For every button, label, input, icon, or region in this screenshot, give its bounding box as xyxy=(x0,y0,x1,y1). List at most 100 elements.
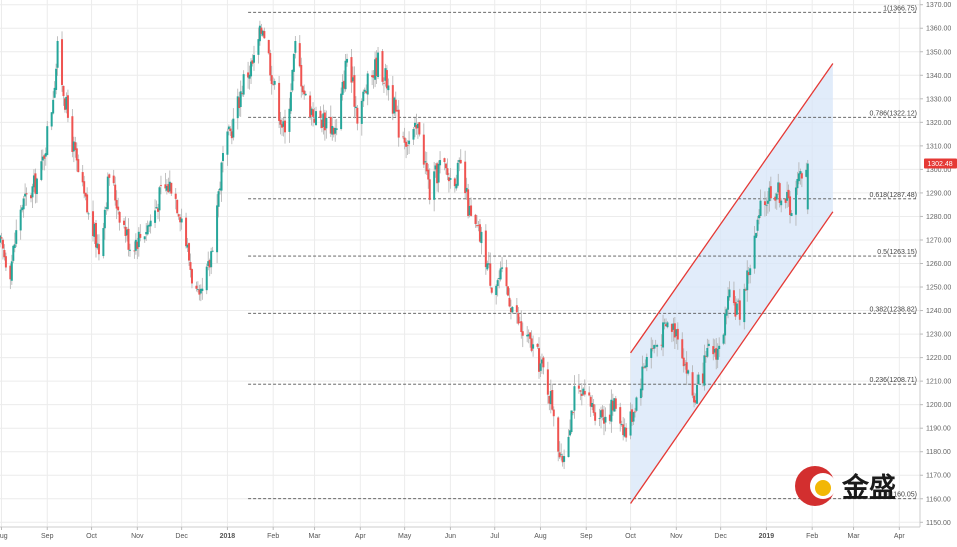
candle-body xyxy=(732,290,735,304)
candle-body xyxy=(434,165,437,170)
candle-body xyxy=(211,250,214,252)
candle-body xyxy=(464,161,467,194)
candle-body xyxy=(366,73,369,95)
candle-body xyxy=(257,39,260,55)
candle-body xyxy=(542,357,545,368)
candle-body xyxy=(654,345,657,347)
candle-body xyxy=(238,97,241,109)
candle-body xyxy=(334,127,337,134)
x-tick-label: Apr xyxy=(894,533,906,540)
candle-body xyxy=(538,348,541,372)
candle-body xyxy=(777,182,780,193)
candle-body xyxy=(354,106,357,109)
candle-body xyxy=(118,211,121,223)
candle-body xyxy=(63,98,66,110)
candle-body xyxy=(61,39,64,85)
candle-body xyxy=(320,119,323,128)
candle-body xyxy=(343,80,346,89)
candle-body xyxy=(573,386,576,411)
channel-fill xyxy=(630,63,833,504)
candle-body xyxy=(157,208,160,212)
candle-body xyxy=(474,214,477,224)
candle-body xyxy=(391,85,394,114)
candle-body xyxy=(625,427,628,438)
candle-body xyxy=(738,300,741,320)
candle-body xyxy=(105,207,108,209)
candle-body xyxy=(794,187,797,215)
x-tick-label: Aug xyxy=(534,533,547,540)
y-tick-label: 1290.00 xyxy=(926,190,951,197)
fib-level-label: 0.236(1208.71) xyxy=(870,377,917,384)
candle-body xyxy=(72,141,75,152)
candle-body xyxy=(313,118,316,123)
candle-body xyxy=(43,155,46,159)
candle-body xyxy=(261,30,264,36)
candle-body xyxy=(478,224,481,242)
candle-body xyxy=(248,74,251,79)
candle-body xyxy=(199,288,202,294)
candle-body xyxy=(298,43,301,67)
candle-body xyxy=(787,189,790,199)
candle-body xyxy=(666,322,669,328)
candle-body xyxy=(371,75,374,78)
candle-body xyxy=(713,348,716,353)
candle-body xyxy=(117,206,120,211)
candle-body xyxy=(413,122,416,127)
candle-body xyxy=(582,388,585,395)
candle-body xyxy=(763,201,766,206)
last-price-tag-background xyxy=(924,158,957,169)
candle-body xyxy=(706,347,709,357)
candle-body xyxy=(346,58,349,63)
candle-body xyxy=(282,121,285,127)
candle-body xyxy=(639,388,642,399)
candle-body xyxy=(170,182,173,194)
x-tick-label: Apr xyxy=(355,533,367,540)
fib-level-label: 0.5(1263.15) xyxy=(877,249,917,256)
candle-body xyxy=(32,175,35,188)
candle-body xyxy=(393,97,396,114)
candle-body xyxy=(208,260,211,268)
candle-body xyxy=(800,173,803,179)
candle-body xyxy=(242,74,245,95)
candle-body xyxy=(93,223,96,237)
candle-body xyxy=(241,93,244,94)
candle-body xyxy=(715,348,718,360)
candle-body xyxy=(746,270,749,291)
candle-body xyxy=(546,369,549,395)
fibonacci-levels xyxy=(248,11,918,500)
candle-body xyxy=(103,209,106,229)
candle-body xyxy=(747,272,750,276)
candle-body xyxy=(459,159,462,164)
candle-body xyxy=(571,412,574,414)
candle-body xyxy=(570,410,573,433)
candle-body xyxy=(136,241,139,249)
candle-body xyxy=(221,153,224,162)
candle-body xyxy=(167,184,170,193)
fib-level-label: 0.786(1322.12) xyxy=(870,110,917,117)
y-tick-label: 1330.00 xyxy=(926,96,951,103)
candle-body xyxy=(41,156,44,161)
x-tick-label: Aug xyxy=(0,533,8,540)
candle-body xyxy=(195,285,198,289)
candle-body xyxy=(600,410,603,418)
candle-body xyxy=(185,217,188,247)
y-tick-label: 1190.00 xyxy=(926,426,951,433)
candle-body xyxy=(106,176,109,210)
y-axis: 1150.00 1160.00 1170.00 1180.00 1190.00 1200.… xyxy=(920,2,951,527)
candle-body xyxy=(444,163,447,169)
y-tick-label: 1270.00 xyxy=(926,237,951,244)
candle-body xyxy=(381,51,384,82)
candle-body xyxy=(344,60,347,90)
candle-body xyxy=(724,313,727,336)
candle-body xyxy=(397,109,400,138)
candle-body xyxy=(696,384,699,404)
candle-body xyxy=(477,225,480,226)
x-tick-label: Mar xyxy=(309,533,322,540)
candle-body xyxy=(71,116,74,152)
candle-body xyxy=(651,348,654,350)
fib-level-label: 0.618(1287.48) xyxy=(870,192,917,199)
candle-body xyxy=(633,411,636,413)
candle-body xyxy=(484,230,487,268)
candle-body xyxy=(662,322,665,348)
candle-body xyxy=(239,91,242,107)
